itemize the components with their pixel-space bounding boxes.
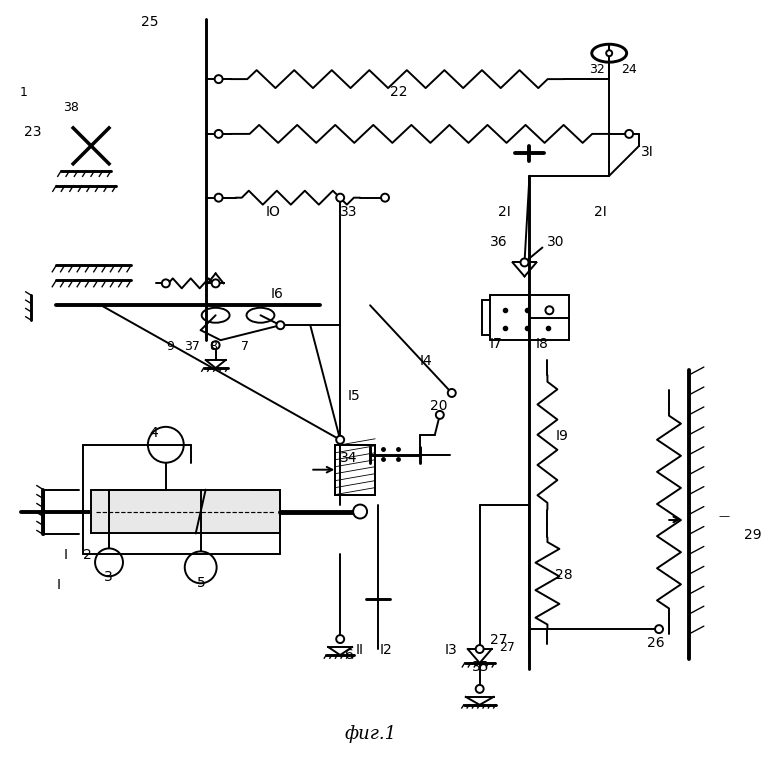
Circle shape [655,625,663,633]
Circle shape [353,505,367,518]
Text: 33: 33 [340,205,358,219]
Circle shape [215,130,222,138]
Text: 4: 4 [149,426,158,439]
Text: 37: 37 [184,340,200,353]
Text: 2: 2 [83,548,92,562]
Text: I5: I5 [347,389,360,403]
Circle shape [476,685,484,693]
Circle shape [211,279,220,288]
Circle shape [215,194,222,202]
Text: 34: 34 [340,451,358,465]
Bar [490,295,569,340]
Circle shape [336,436,344,444]
Text: 9: 9 [166,340,174,353]
Text: 22: 22 [390,85,407,99]
Bar [335,445,375,495]
Circle shape [476,645,484,653]
Circle shape [545,306,553,314]
Text: 3: 3 [104,571,113,584]
Text: 2I: 2I [594,205,607,219]
Circle shape [448,389,456,397]
Text: 28: 28 [555,568,573,582]
Circle shape [161,279,170,288]
Text: I3: I3 [445,643,458,657]
Circle shape [276,321,285,329]
Text: I6: I6 [271,288,283,301]
Circle shape [336,194,344,202]
Text: 26: 26 [647,636,665,650]
Text: фиг.1: фиг.1 [344,725,396,742]
Circle shape [381,194,389,202]
Text: I7: I7 [490,337,502,351]
Bar [335,445,375,495]
Text: 27: 27 [500,641,516,654]
Text: 5: 5 [197,576,205,591]
Text: I9: I9 [555,429,569,443]
Text: 32: 32 [589,63,605,76]
Text: IO: IO [265,205,280,219]
Text: 1: 1 [20,86,27,99]
Text: 24: 24 [621,63,637,76]
Bar [91,489,280,534]
Circle shape [606,50,612,56]
Text: 36: 36 [490,235,507,249]
Text: I: I [63,548,67,562]
Text: 6: 6 [346,648,354,662]
Text: 2I: 2I [498,205,510,219]
Circle shape [520,258,529,266]
Text: II: II [355,643,363,657]
Text: 35: 35 [472,660,489,674]
Circle shape [625,130,633,138]
Text: 23: 23 [24,125,42,139]
Text: 3I: 3I [641,145,654,159]
Text: 30: 30 [548,235,565,249]
Text: 25: 25 [141,15,158,29]
Text: —: — [719,512,730,522]
Text: I2: I2 [380,643,393,657]
Text: 29: 29 [743,528,761,542]
Circle shape [336,635,344,643]
Text: I8: I8 [536,337,548,351]
Circle shape [215,75,222,83]
Text: I: I [56,578,60,592]
Text: 7: 7 [240,340,249,353]
Text: 38: 38 [63,101,79,114]
Text: 27: 27 [490,633,507,647]
Text: 20: 20 [430,399,448,413]
Text: I4: I4 [420,354,433,368]
Circle shape [211,341,220,349]
Circle shape [436,411,444,419]
Text: 8: 8 [209,340,217,353]
